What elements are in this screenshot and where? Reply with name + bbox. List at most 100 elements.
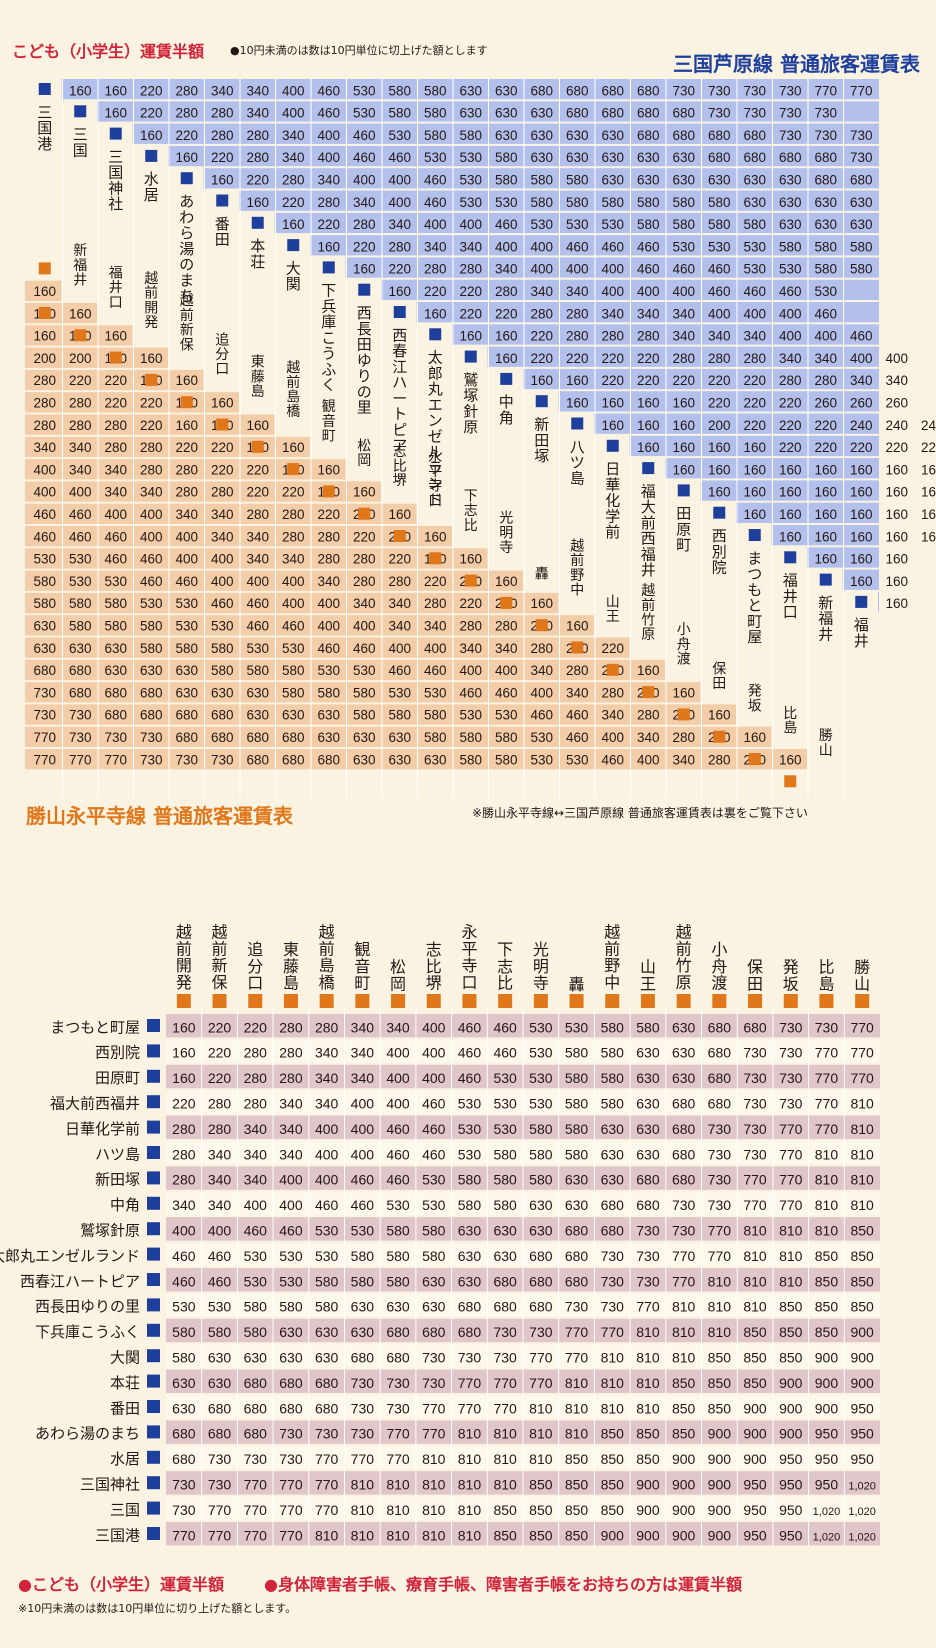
cross-fare-cell: 460 (208, 1273, 232, 1289)
fare-cell: 340 (69, 440, 92, 455)
char: 港 (37, 136, 52, 153)
cross-fare-cell: 950 (779, 1451, 803, 1467)
cross-fare-cell: 630 (279, 1324, 303, 1340)
fare-cell: 580 (317, 685, 340, 700)
char: 福 (854, 617, 869, 634)
row-marker-blue (147, 1044, 160, 1058)
fare-cell: 460 (459, 685, 482, 700)
cross-fare-cell: 730 (208, 1476, 232, 1492)
char: 藤 (283, 958, 299, 976)
fare-cell: 400 (601, 730, 624, 745)
row-marker-blue (147, 1095, 160, 1109)
row-marker-blue (147, 1298, 160, 1312)
char: 春 (392, 343, 407, 360)
column-marker-orange (533, 994, 548, 1008)
char: 町 (354, 976, 370, 993)
station-label-orange: 観音町 (322, 398, 336, 443)
cross-fare-cell: 460 (458, 1045, 482, 1061)
cross-fare-cell: 900 (779, 1426, 803, 1442)
station-label-orange: 福井口 (109, 264, 123, 309)
cross-fare-cell: 680 (244, 1375, 268, 1391)
fare-cell: 630 (140, 663, 163, 678)
cross-fare-cell: 680 (208, 1400, 232, 1416)
station-marker-blue (38, 83, 51, 95)
fare-cell: 160 (211, 172, 234, 187)
fare-cell: 400 (495, 663, 518, 678)
fare-cell: 680 (637, 83, 660, 98)
cross-fare-cell: 280 (208, 1121, 232, 1137)
cross-fare-cell: 900 (672, 1527, 696, 1543)
fare-cell: 680 (708, 128, 731, 143)
cross-fare-cell: 770 (422, 1426, 446, 1442)
cross-fare-cell: 630 (565, 1172, 589, 1188)
cross-fare-cell: 680 (708, 1019, 732, 1035)
fare-cell: 280 (566, 663, 589, 678)
cross-fare-cell: 850 (493, 1502, 517, 1518)
fare-cell: 340 (708, 329, 731, 344)
char: 光 (499, 510, 513, 526)
cross-fare-cell: 580 (422, 1248, 446, 1264)
char: ン (428, 476, 443, 493)
fare-cell: 730 (814, 128, 837, 143)
cross-fare-cell: 810 (601, 1349, 625, 1365)
char: 新 (73, 242, 87, 258)
char: 田 (215, 232, 230, 249)
fare-cell: 280 (246, 128, 269, 143)
cross-fare-cell: 850 (565, 1502, 589, 1518)
station-marker-blue (571, 417, 584, 430)
char: 東 (251, 354, 265, 370)
fare-cell: 580 (175, 641, 198, 656)
fare-cell: 160 (850, 485, 873, 500)
fare-cell: 460 (708, 262, 731, 277)
station-label-orange: 保田 (712, 660, 726, 691)
cross-fare-cell: 850 (493, 1527, 517, 1543)
fare-cell: 280 (353, 217, 376, 232)
char: 井 (854, 633, 869, 650)
cross-fare-cell: 680 (244, 1426, 268, 1442)
fare-cell: 160 (530, 596, 553, 611)
char: 大 (641, 499, 656, 516)
cross-fare-cell: 900 (850, 1324, 874, 1340)
fare-cell: 160 (317, 239, 340, 254)
cross-fare-cell: 810 (743, 1299, 767, 1315)
cross-fare-cell: 770 (386, 1451, 410, 1467)
row-marker-blue (147, 1120, 160, 1134)
mikuni-band (629, 435, 879, 457)
katsuyama-band (25, 570, 523, 591)
char: 轟 (535, 566, 549, 582)
station-marker-orange (38, 262, 51, 275)
column-marker-orange (462, 994, 477, 1008)
cross-fare-cell: 630 (208, 1349, 232, 1365)
cross-fare-cell: 530 (386, 1197, 410, 1213)
fare-cell: 460 (69, 529, 92, 544)
fare-cell: 730 (140, 730, 163, 745)
char: 新 (212, 957, 228, 975)
cross-fare-cell: 580 (636, 1019, 660, 1035)
fare-cell: 160 (814, 552, 837, 567)
cross-fare-cell: 810 (601, 1375, 625, 1391)
column-label: 越前島橋 (319, 924, 335, 992)
char: 松 (390, 959, 406, 977)
cross-fare-cell: 630 (458, 1248, 482, 1264)
fare-cell: 400 (637, 284, 660, 299)
fare-cell: 400 (175, 552, 198, 567)
char: 町 (322, 428, 336, 444)
station-label: 日華化学前 (605, 461, 620, 541)
cross-fare-cell: 770 (351, 1451, 375, 1467)
cross-fare-cell: 280 (244, 1095, 268, 1111)
cross-fare-cell: 950 (779, 1527, 803, 1543)
cross-fare-cell: 810 (815, 1222, 839, 1238)
cross-fare-cell: 770 (601, 1324, 625, 1340)
fare-cell: 730 (140, 752, 163, 767)
fare-cell: 680 (637, 128, 660, 143)
fare-cell: 340 (317, 172, 340, 187)
mikuni-band (416, 302, 879, 323)
fare-cell: 530 (282, 641, 305, 656)
fare-cell: 580 (33, 574, 56, 589)
katsuyama-band (25, 503, 417, 524)
fare-cell: 160 (814, 462, 837, 477)
column-label: 轟 (569, 976, 585, 994)
char: 竹 (641, 612, 655, 628)
mikuni-band (771, 525, 879, 546)
fare-cell: 630 (850, 195, 873, 210)
